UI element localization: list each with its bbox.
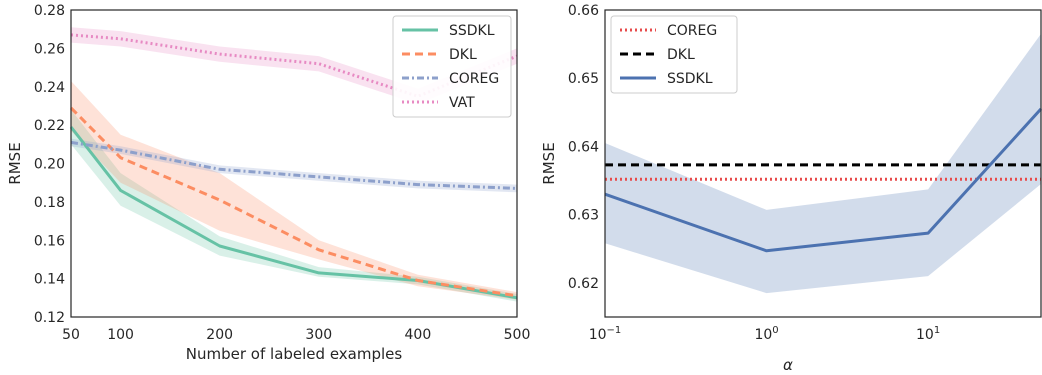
right-x-axis-label: α xyxy=(783,356,793,374)
right-x-tick-label: 101 xyxy=(916,325,940,343)
left-x-tick-label: 100 xyxy=(107,327,134,343)
right-plot-frame xyxy=(604,9,1042,318)
right-line-ssdkl xyxy=(604,107,1042,253)
right-y-tick-label: 0.66 xyxy=(568,3,599,19)
right-legend: COREG DKL SSDKL xyxy=(610,15,738,94)
right-y-tick-label: 0.65 xyxy=(568,71,599,87)
left-y-tick-label: 0.28 xyxy=(34,3,65,19)
left-chart-panel: 0.12 0.14 0.16 0.18 0.20 0.22 0.24 0.26 0.28 50 10… xyxy=(6,3,530,363)
left-y-tick-label: 0.24 xyxy=(34,80,65,96)
right-legend-label-ssdkl: SSDKL xyxy=(667,71,713,87)
left-x-tick-label: 400 xyxy=(405,327,432,343)
right-x-tick-label: 10−1 xyxy=(589,325,622,343)
left-legend-label-ssdkl: SSDKL xyxy=(449,23,495,39)
left-band-coreg xyxy=(71,138,517,193)
right-y-tick-label: 0.63 xyxy=(568,208,599,224)
right-y-axis-label: RMSE xyxy=(540,142,558,184)
right-legend-label-dkl: DKL xyxy=(667,47,695,63)
left-y-tick-label: 0.16 xyxy=(34,233,65,249)
left-band-ssdkl xyxy=(71,109,517,302)
left-y-tick-label: 0.12 xyxy=(34,310,65,326)
left-x-tick-label: 200 xyxy=(206,327,233,343)
left-band-dkl xyxy=(71,81,517,300)
left-line-coreg xyxy=(70,140,518,190)
left-legend-box xyxy=(392,15,512,118)
left-y-tick-label: 0.22 xyxy=(34,118,65,134)
left-plot-frame xyxy=(70,9,518,318)
left-x-tick-label: 500 xyxy=(504,327,531,343)
right-x-tick-label: 100 xyxy=(754,325,778,343)
right-legend-label-coreg: COREG xyxy=(667,23,717,39)
left-y-tick-label: 0.26 xyxy=(34,41,65,57)
left-legend-label-vat: VAT xyxy=(449,95,475,111)
left-legend-label-coreg: COREG xyxy=(449,71,499,87)
left-y-tick-label: 0.14 xyxy=(34,272,65,288)
left-legend: SSDKL DKL COREG VAT xyxy=(392,15,512,118)
right-y-tick-label: 0.64 xyxy=(568,139,599,155)
right-chart-panel: 0.62 0.63 0.64 0.65 0.66 10−1 100 101 RMSE α COREG… xyxy=(540,3,1042,374)
left-x-tick-label: 50 xyxy=(62,327,80,343)
left-y-tick-label: 0.20 xyxy=(34,157,65,173)
right-y-tick-label: 0.62 xyxy=(568,276,599,292)
left-x-tick-label: 300 xyxy=(305,327,332,343)
left-y-axis-label: RMSE xyxy=(6,142,24,184)
left-x-axis-label: Number of labeled examples xyxy=(186,345,403,363)
right-legend-box xyxy=(610,15,738,94)
left-legend-label-dkl: DKL xyxy=(449,47,477,63)
left-y-tick-label: 0.18 xyxy=(34,195,65,211)
